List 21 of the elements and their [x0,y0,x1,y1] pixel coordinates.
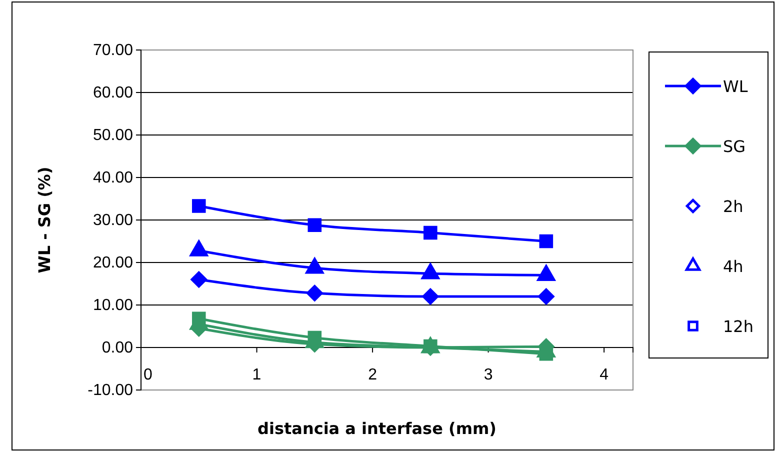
legend-label: 2h [723,197,744,216]
y-tick-label: 10.00 [92,297,134,314]
y-tick-label: 50.00 [92,127,134,144]
y-tick-label: 0.00 [102,340,134,357]
legend-label: 12h [723,317,754,336]
y-axis-title: WL - SG (%) [35,166,54,274]
y-tick-label: 40.00 [92,170,134,187]
x-tick-label: 2 [368,366,378,384]
legend-label: 4h [723,257,744,276]
y-tick-label: -10.00 [88,382,134,400]
x-tick-label: 1 [252,366,262,384]
x-tick-label: 0 [144,366,153,384]
y-tick-label: 30.00 [92,212,134,230]
x-tick-label: 4 [600,366,609,384]
legend-label: SG [723,137,746,156]
y-tick-label: 70.00 [92,42,134,60]
legend-label: WL [723,77,748,96]
y-tick-label: 60.00 [92,84,134,102]
y-tick-label: 20.00 [92,254,134,272]
x-axis-title: distancia a interfase (mm) [258,419,496,438]
x-tick-label: 3 [484,366,493,384]
